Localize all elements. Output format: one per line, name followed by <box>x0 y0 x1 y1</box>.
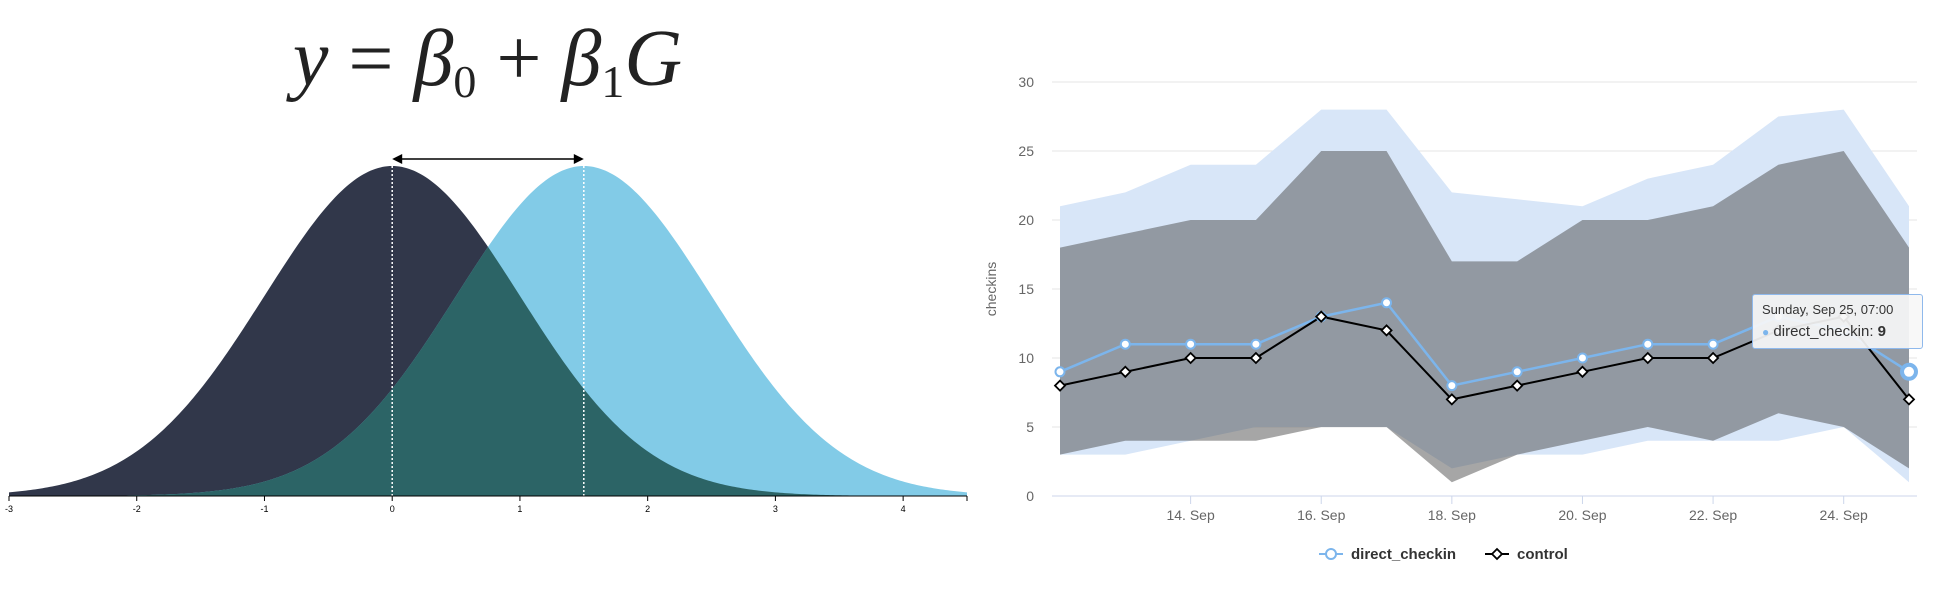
distribution-chart: -3 -2 -1 0 1 2 3 4 <box>5 154 968 514</box>
tooltip-line: ● direct_checkin: 9 <box>1762 323 1886 340</box>
y-tick-label: 0 <box>1026 488 1034 504</box>
point-direct_checkin[interactable] <box>1119 338 1131 350</box>
y-tick-label: 5 <box>1026 419 1034 435</box>
tooltip-value: 9 <box>1877 323 1886 340</box>
x-tick-label: 20. Sep <box>1558 507 1606 523</box>
x-tick-label: 0 <box>390 504 395 514</box>
point-control[interactable] <box>1510 379 1524 392</box>
x-tick-label: -3 <box>5 504 13 514</box>
x-tick-label: 16. Sep <box>1297 507 1345 523</box>
y-axis-title: checkins <box>983 262 999 316</box>
x-tick-label: 24. Sep <box>1820 507 1868 523</box>
x-tick-label: -2 <box>133 504 141 514</box>
checkins-chart: 0 5 10 15 20 25 30 checkins 14. Sep 16. Sep 18. Se… <box>983 74 1918 563</box>
point-direct_checkin[interactable] <box>1381 297 1393 309</box>
point-control[interactable] <box>1380 324 1393 337</box>
x-tick-label: 4 <box>901 504 906 514</box>
tooltip-marker-icon: ● <box>1762 325 1770 339</box>
point-control[interactable] <box>1902 393 1916 406</box>
distribution-overlap <box>9 246 967 496</box>
right-panel: 0 5 10 15 20 25 30 checkins 14. Sep 16. Sep 18. Se… <box>975 0 1934 584</box>
point-control[interactable] <box>1706 351 1720 365</box>
point-direct_checkin[interactable] <box>1900 362 1918 381</box>
point-direct_checkin[interactable] <box>1511 366 1523 378</box>
y-tick-label: 15 <box>1018 281 1034 297</box>
y-tick-label: 25 <box>1018 143 1034 159</box>
point-direct_checkin[interactable] <box>1185 338 1197 350</box>
x-tick-label: 2 <box>645 504 650 514</box>
range-band-control <box>1060 151 1909 483</box>
point-direct_checkin[interactable] <box>1642 338 1654 350</box>
point-control[interactable] <box>1119 365 1132 379</box>
point-direct_checkin[interactable] <box>1446 380 1458 392</box>
regression-equation: y = β0 + β1G <box>292 15 683 107</box>
point-direct_checkin[interactable] <box>1250 338 1262 350</box>
point-control[interactable] <box>1576 365 1589 379</box>
point-direct_checkin[interactable] <box>1707 338 1719 350</box>
y-tick-label: 20 <box>1018 212 1034 228</box>
legend-label: control <box>1517 546 1568 563</box>
x-tick-label: 1 <box>517 504 522 514</box>
point-control[interactable] <box>1641 351 1655 365</box>
tooltip-series: direct_checkin <box>1773 323 1870 340</box>
point-control[interactable] <box>1445 393 1459 406</box>
legend-item-control[interactable]: control <box>1485 546 1568 563</box>
x-tick-label: -1 <box>260 504 268 514</box>
y-tick-label: 30 <box>1018 74 1034 90</box>
point-control[interactable] <box>1249 351 1263 365</box>
point-direct_checkin[interactable] <box>1054 366 1066 378</box>
legend-marker-icon <box>1325 548 1337 560</box>
chart-tooltip: Sunday, Sep 25, 07:00 ● direct_checkin: … <box>1752 294 1923 349</box>
effect-arrow-left-icon <box>392 154 403 164</box>
point-direct_checkin[interactable] <box>1576 352 1588 364</box>
point-control[interactable] <box>1314 310 1328 323</box>
x-tick-label: 18. Sep <box>1428 507 1476 523</box>
legend-label: direct_checkin <box>1351 546 1456 563</box>
tooltip-date: Sunday, Sep 25, 07:00 <box>1762 302 1894 317</box>
point-control[interactable] <box>1053 379 1067 392</box>
legend-item-direct_checkin[interactable]: direct_checkin <box>1319 546 1456 563</box>
y-tick-label: 10 <box>1018 350 1034 366</box>
point-control[interactable] <box>1184 351 1197 365</box>
legend-marker-icon <box>1490 547 1504 561</box>
x-tick-label: 14. Sep <box>1166 507 1214 523</box>
range-band-direct_checkin <box>1060 109 1909 483</box>
x-tick-label: 22. Sep <box>1689 507 1737 523</box>
left-panel: y = β0 + β1G -3 -2 -1 0 1 2 3 4 <box>0 0 975 584</box>
x-tick-label: 3 <box>773 504 778 514</box>
effect-arrow-right-icon <box>573 154 584 164</box>
